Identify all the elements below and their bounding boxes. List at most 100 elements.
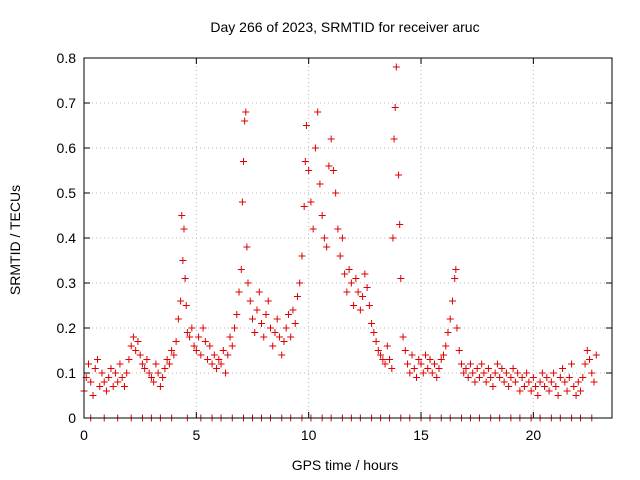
data-point (516, 387, 524, 395)
data-point (538, 369, 546, 377)
data-point (165, 360, 173, 368)
data-point (431, 360, 439, 368)
data-point (493, 360, 501, 368)
data-point (370, 329, 378, 336)
data-point (323, 243, 331, 251)
data-point (107, 365, 115, 372)
data-point (138, 360, 146, 368)
x-tick-label: 15 (413, 427, 429, 443)
data-point (559, 365, 567, 372)
y-tick-label: 0.8 (57, 50, 77, 66)
data-point (260, 333, 268, 341)
data-point (314, 108, 322, 116)
data-point (433, 374, 441, 381)
data-point (452, 266, 460, 273)
data-point (381, 360, 389, 368)
data-point (529, 374, 537, 381)
y-tick-label: 0.7 (57, 95, 77, 111)
data-point (197, 351, 205, 359)
data-point (541, 383, 549, 390)
data-point (455, 347, 463, 354)
data-point (243, 243, 251, 251)
data-point (392, 63, 400, 71)
data-point (338, 234, 346, 242)
data-point (327, 135, 335, 143)
data-point (419, 369, 427, 377)
data-point (545, 387, 553, 395)
data-point (442, 342, 450, 350)
data-point (116, 360, 124, 368)
data-point (123, 369, 131, 377)
data-point (253, 306, 261, 314)
data-point (257, 320, 265, 327)
data-point (397, 275, 405, 282)
data-point (588, 369, 596, 377)
data-point (498, 365, 506, 372)
data-point (383, 342, 391, 350)
data-point (102, 387, 110, 395)
data-point (404, 360, 412, 368)
data-point (368, 320, 376, 327)
data-point (291, 320, 299, 327)
data-point (527, 387, 535, 395)
data-point (186, 333, 194, 341)
data-point (570, 383, 578, 390)
data-point (518, 374, 526, 381)
data-point (305, 167, 313, 174)
data-point (93, 356, 101, 363)
data-point (168, 347, 176, 354)
data-point (350, 302, 358, 309)
data-point (408, 351, 416, 359)
data-point (363, 284, 371, 291)
x-tick-label: 0 (80, 427, 88, 443)
data-point (415, 356, 423, 363)
data-point (336, 252, 344, 260)
data-point (484, 365, 492, 372)
data-point (466, 360, 474, 368)
data-point (170, 351, 178, 359)
data-point (172, 338, 180, 345)
data-point (154, 369, 162, 377)
data-point (87, 378, 95, 386)
data-point (111, 369, 119, 377)
data-point (98, 369, 106, 377)
data-point (491, 369, 499, 377)
data-point (514, 369, 522, 377)
x-axis-label: GPS time / hours (292, 457, 399, 473)
data-point (341, 270, 349, 278)
data-point (482, 378, 490, 386)
data-point (84, 360, 92, 368)
data-point (280, 338, 288, 345)
y-tick-label: 0.3 (57, 275, 77, 291)
data-point (568, 360, 576, 368)
data-point (446, 315, 454, 323)
data-point (182, 302, 190, 309)
data-point (523, 369, 531, 377)
grid-lines (84, 58, 612, 418)
data-point (534, 392, 542, 399)
data-point (141, 365, 149, 372)
data-point (241, 117, 249, 125)
data-point (406, 369, 414, 377)
data-point (105, 374, 113, 381)
y-axis-label: SRMTID / TECUs (7, 185, 23, 295)
data-point (213, 365, 221, 372)
data-point (334, 225, 342, 233)
data-point (129, 333, 137, 341)
data-point (439, 351, 447, 359)
data-point (496, 374, 504, 381)
data-point (192, 347, 200, 354)
x-tick-label: 10 (301, 427, 317, 443)
data-point (410, 365, 418, 372)
data-point (475, 374, 483, 381)
data-point (244, 279, 252, 287)
data-point (249, 315, 257, 323)
y-tick-label: 0.2 (57, 320, 77, 336)
data-point (204, 356, 212, 363)
data-point (395, 171, 403, 179)
data-point (590, 378, 598, 386)
data-point (511, 378, 519, 386)
data-point (309, 225, 317, 233)
data-point (536, 378, 544, 386)
